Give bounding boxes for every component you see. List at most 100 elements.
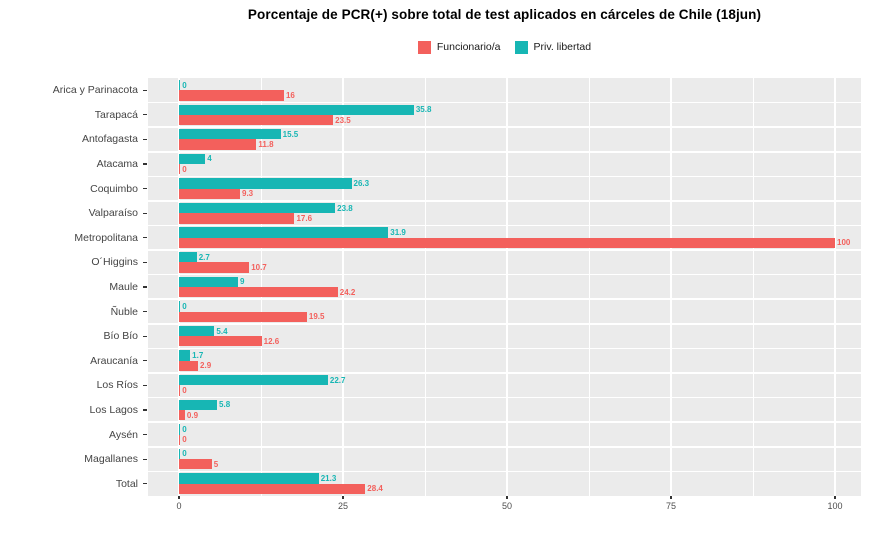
y-axis-label: Bío Bío [103, 330, 138, 343]
bar-value-label: 23.5 [335, 115, 351, 125]
plot-panel: 0 16 35.8 23.5 15.5 11.8 4 0 26.3 9.3 23.8 17.6 31.9… [148, 78, 861, 496]
y-tick-mark [143, 261, 147, 263]
bar-value-label: 19.5 [308, 312, 325, 322]
x-axis-tick-label: 0 [176, 501, 182, 511]
bar-value-label: 0 [182, 435, 187, 445]
chart-title: Porcentaje de PCR(+) sobre total de test… [247, 7, 762, 22]
bar-priv-libertad [179, 399, 218, 410]
bar-value-label: 0.9 [186, 410, 199, 420]
x-axis-tick-label: 25 [337, 501, 349, 511]
bar-value-label: 0 [182, 449, 187, 459]
gridline-row [148, 101, 861, 104]
y-tick-mark [143, 114, 147, 116]
bar-value-label: 12.6 [263, 336, 280, 346]
bar-funcionario [179, 434, 181, 445]
bar-priv-libertad [179, 375, 328, 386]
y-tick-mark [143, 360, 147, 362]
bar-value-label: 16 [285, 90, 295, 100]
gridline-major [178, 78, 180, 496]
y-tick-mark [143, 409, 147, 411]
gridline-minor [424, 78, 426, 496]
y-tick-mark [143, 138, 147, 141]
bar-priv-libertad [179, 424, 181, 435]
bar-value-label: 22.7 [329, 375, 346, 385]
bar-value-label: 5.8 [219, 400, 231, 410]
bar-priv-libertad [179, 301, 181, 312]
bar-funcionario [179, 483, 366, 495]
y-axis-label: Coquimbo [90, 182, 138, 195]
y-axis-label: Aysén [109, 428, 138, 441]
bar-funcionario [179, 237, 835, 249]
bar-value-label: 15.5 [282, 129, 299, 139]
legend: Funcionario/a Priv. libertad [148, 38, 861, 56]
y-axis-label: Ñuble [110, 305, 138, 318]
y-axis-label: Atacama [96, 158, 138, 171]
bar-priv-libertad [179, 252, 197, 263]
bar-value-label: 0 [182, 386, 187, 396]
y-axis-label: Los Ríos [96, 379, 138, 392]
legend-item-funcionario: Funcionario/a [417, 40, 501, 54]
gridline-major [506, 78, 508, 496]
bar-funcionario [179, 360, 199, 372]
y-tick-mark [143, 188, 147, 190]
gridline-row [148, 446, 861, 448]
bar-funcionario [179, 336, 262, 347]
bar-priv-libertad [179, 350, 191, 361]
legend-item-priv-libertad: Priv. libertad [514, 40, 592, 54]
x-axis-tick-label: 50 [501, 501, 513, 511]
bar-value-label: 2.7 [198, 252, 210, 262]
y-tick-mark [143, 335, 147, 337]
bar-value-label: 2.9 [200, 361, 212, 371]
y-tick-mark [143, 433, 147, 436]
gridline-minor [588, 78, 590, 496]
bar-value-label: 5.4 [216, 326, 228, 336]
gridline-row [148, 249, 861, 251]
bar-funcionario [179, 139, 257, 150]
bar-funcionario [179, 262, 250, 273]
gridline-row [148, 372, 861, 374]
gridline-row [148, 175, 861, 178]
x-tick-mark [834, 496, 836, 499]
legend-label-priv-libertad: Priv. libertad [533, 41, 592, 53]
gridline-major [670, 78, 672, 496]
gridline-row [148, 396, 861, 399]
y-axis-label: Magallanes [84, 453, 138, 466]
x-axis-tick-label: 100 [827, 501, 843, 511]
gridline-minor [752, 78, 754, 496]
x-tick-mark [670, 496, 672, 499]
bar-priv-libertad [179, 325, 215, 337]
bar-priv-libertad [179, 473, 319, 484]
bar-funcionario [179, 287, 338, 298]
bar-funcionario [179, 409, 185, 421]
bar-funcionario [179, 164, 181, 175]
bar-value-label: 10.7 [251, 263, 267, 273]
bar-priv-libertad [179, 276, 239, 287]
bar-value-label: 9 [240, 277, 245, 287]
bar-value-label: 0 [182, 80, 187, 90]
bar-value-label: 1.7 [192, 351, 204, 361]
gridline-row [148, 200, 861, 202]
y-axis-label: Metropolitana [74, 231, 138, 244]
bar-value-label: 0 [182, 424, 187, 434]
bar-value-label: 23.8 [337, 203, 353, 213]
bar-priv-libertad [179, 129, 281, 140]
gridline-row [148, 273, 861, 276]
y-tick-mark [143, 237, 147, 239]
y-axis-label: O´Higgins [91, 256, 138, 269]
y-tick-mark [143, 212, 147, 214]
y-tick-mark [143, 89, 147, 91]
bar-value-label: 35.8 [415, 105, 432, 115]
gridline-row [148, 470, 861, 473]
bar-funcionario [179, 213, 295, 224]
gridline-row [148, 347, 861, 350]
y-axis-label: Tarapacá [94, 108, 138, 121]
bar-value-label: 11.8 [258, 140, 274, 150]
x-tick-mark [342, 496, 344, 499]
x-axis-tick-label: 75 [665, 501, 677, 511]
bar-value-label: 9.3 [242, 189, 254, 199]
bar-value-label: 26.3 [353, 178, 370, 188]
bar-priv-libertad [179, 202, 336, 214]
bar-value-label: 24.2 [339, 287, 356, 297]
y-tick-mark [143, 163, 147, 165]
